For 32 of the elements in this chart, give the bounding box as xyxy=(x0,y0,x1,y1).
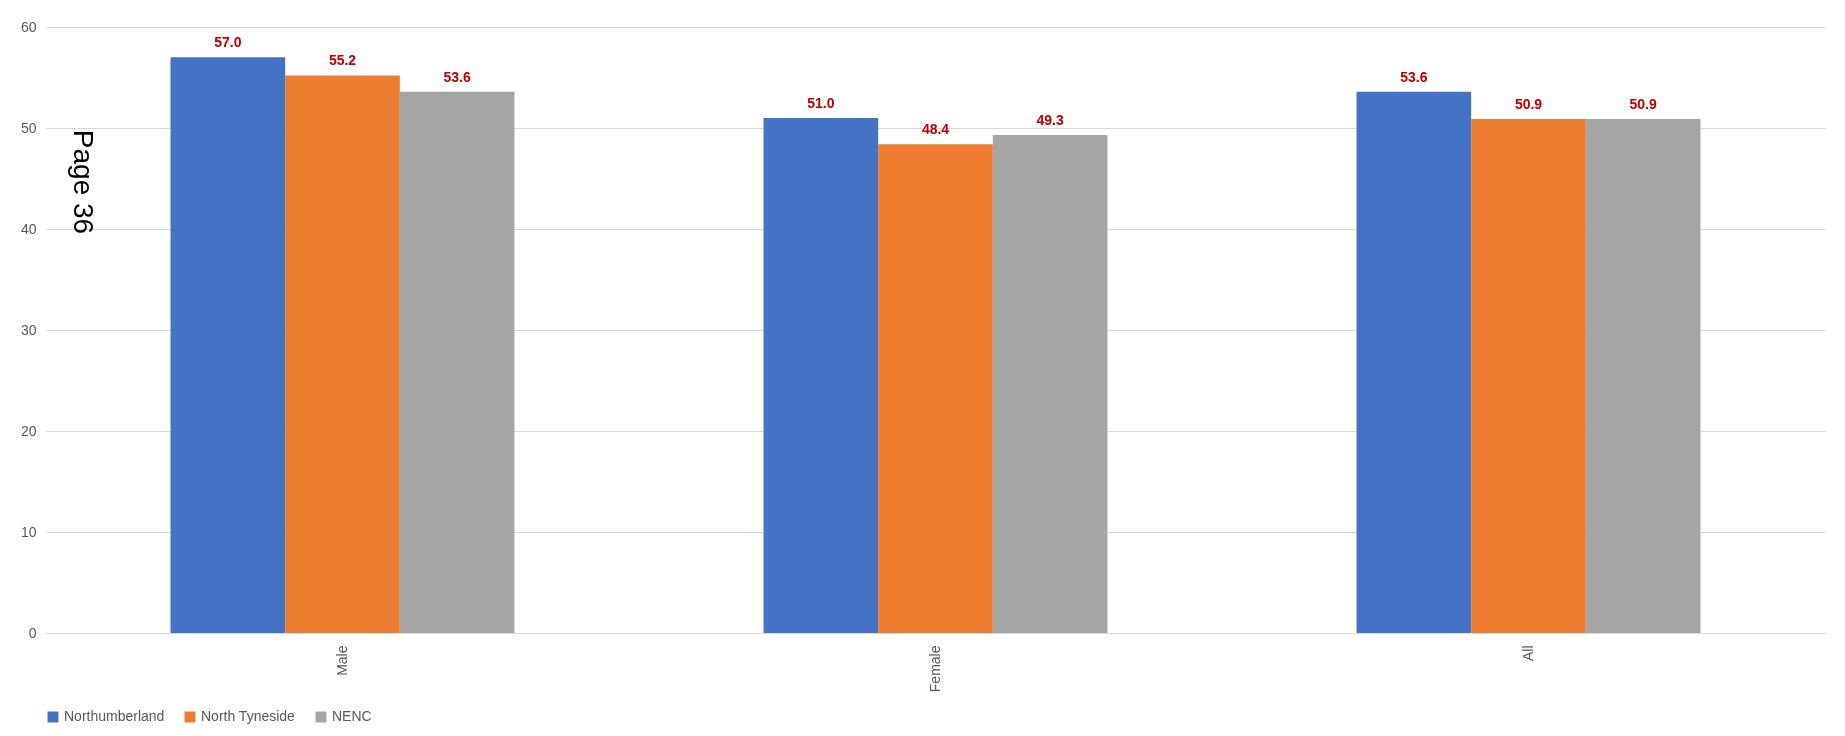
bar xyxy=(1356,91,1472,633)
x-tick-label: Male xyxy=(333,645,350,676)
data-label: 53.6 xyxy=(443,68,471,85)
bar xyxy=(1585,118,1701,633)
data-label: 53.6 xyxy=(1400,68,1428,85)
y-tick-label: 30 xyxy=(20,321,37,338)
bar xyxy=(285,75,400,633)
bar xyxy=(878,144,993,633)
data-label: 51.0 xyxy=(807,94,835,111)
y-tick-label: 10 xyxy=(20,523,37,540)
bar xyxy=(399,91,515,633)
y-tick-label: 40 xyxy=(20,220,37,237)
legend-label: NENC xyxy=(332,708,372,724)
y-tick-label: 60 xyxy=(20,18,37,35)
data-label: 50.9 xyxy=(1629,95,1657,112)
data-label: 50.9 xyxy=(1514,95,1543,112)
y-tick-label: 0 xyxy=(28,624,37,641)
data-label: 49.3 xyxy=(1036,112,1064,129)
legend-label: Northumberland xyxy=(64,708,165,724)
x-tick-label: Female xyxy=(926,645,943,693)
legend-label: North Tyneside xyxy=(201,708,296,724)
annotation: Page 36 xyxy=(68,129,99,235)
y-tick-label: 20 xyxy=(20,422,37,439)
data-label: 48.4 xyxy=(921,121,950,138)
y-tick-label: 50 xyxy=(20,119,37,136)
bar xyxy=(1471,118,1586,633)
x-tick-label: All xyxy=(1519,645,1536,662)
bar xyxy=(992,135,1108,633)
data-label: 57.0 xyxy=(214,34,242,51)
data-label: 55.2 xyxy=(328,52,357,69)
bar xyxy=(763,117,879,633)
bar xyxy=(170,57,286,633)
